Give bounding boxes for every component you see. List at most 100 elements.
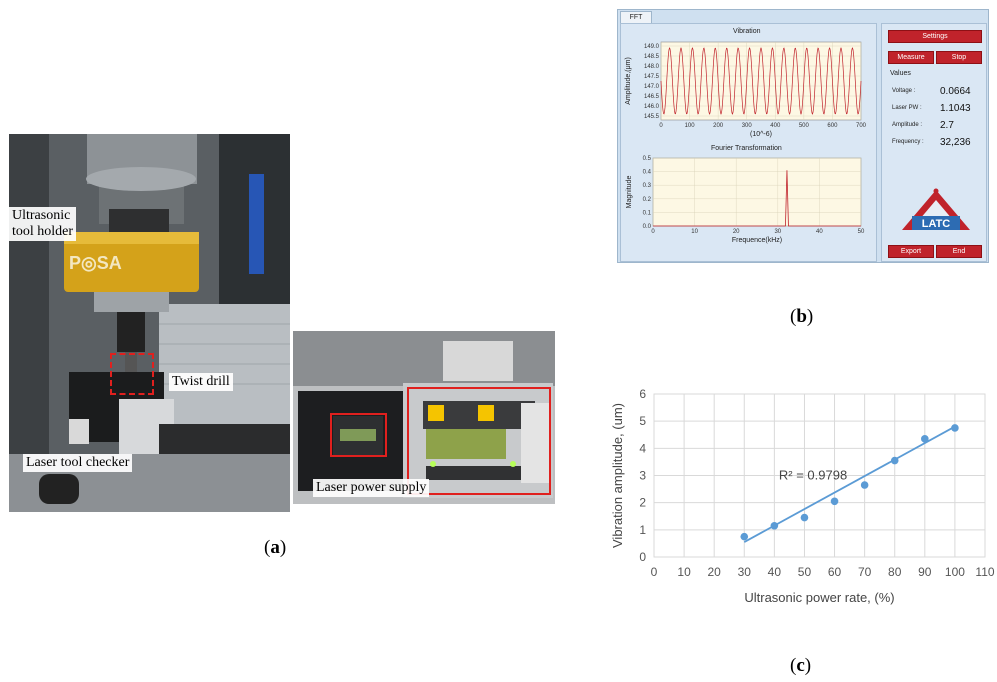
scatter-xtick: 90: [918, 565, 932, 579]
scatter-point: [740, 532, 749, 541]
vibration-ytick: 147.5: [644, 74, 660, 80]
vibration-xtick: 300: [742, 123, 753, 129]
machine-photo-illustration: P◎SA: [9, 134, 290, 512]
caption-a-open: (: [264, 537, 271, 558]
caption-c-open: (: [790, 655, 797, 676]
value-label: Voltage :: [892, 88, 916, 94]
power-supply-illustration: [293, 331, 555, 504]
machine-photo: P◎SA Ultrasonic tool holder Twist drill …: [9, 134, 290, 512]
panel-highlight-large: [407, 387, 551, 495]
r-squared-annotation: R² = 0.9798: [779, 468, 847, 483]
caption-c-close: ): [804, 655, 812, 676]
fourier-ytick: 0.3: [643, 183, 652, 189]
export-button[interactable]: Export: [888, 245, 934, 258]
scatter-xtick: 60: [828, 565, 842, 579]
fourier-xtick: 50: [858, 229, 865, 235]
vibration-ylabel: Amplitude,(μm): [625, 57, 632, 105]
svg-text:P◎SA: P◎SA: [69, 253, 122, 273]
caption-a-close: ): [279, 537, 287, 558]
fourier-ytick: 0.4: [643, 170, 652, 176]
scatter-xtick: 10: [677, 565, 691, 579]
fourier-xtick: 10: [691, 229, 698, 235]
fourier-plot: 0.5 0.4 0.3 0.2 0.1 0.00 10 20 30 40 50 Frequence(k…: [626, 156, 865, 244]
fourier-xtick: 30: [774, 229, 781, 235]
caption-c-letter: c: [796, 655, 805, 676]
caption-b-open: (: [790, 306, 797, 327]
vibration-title: Vibration: [733, 28, 761, 35]
tool-holder-label-line1: Ultrasonic: [12, 208, 71, 223]
vibration-xtick: 400: [770, 123, 781, 129]
value-label: Frequency :: [892, 139, 924, 145]
fourier-ytick: 0.0: [643, 224, 652, 230]
vibration-xtick: 200: [713, 123, 724, 129]
twist-drill-label: Twist drill: [169, 373, 233, 391]
fourier-ylabel: Magnitude: [626, 176, 633, 209]
scatter-point: [830, 497, 839, 506]
scatter-ytick: 0: [639, 550, 646, 564]
caption-b-letter: b: [796, 306, 807, 327]
vibration-plot-area: [660, 41, 862, 121]
laser-power-supply-label: Laser power supply: [313, 479, 430, 497]
fourier-xtick: 0: [651, 229, 655, 235]
fourier-xlabel: Frequence(kHz): [732, 237, 782, 244]
caption-a-letter: a: [270, 537, 280, 558]
scatter-point: [890, 456, 899, 465]
settings-button[interactable]: Settings: [888, 30, 982, 43]
fourier-xtick: 20: [733, 229, 740, 235]
fourier-title: Fourier Transformation: [711, 145, 782, 152]
tab-fft[interactable]: FFT: [620, 11, 652, 24]
twist-drill-highlight: [110, 353, 154, 395]
value-label: Laser PW :: [892, 105, 922, 111]
caption-c: (c): [790, 655, 811, 677]
scatter-xtick: 0: [651, 565, 658, 579]
scatter-xlabel: Ultrasonic power rate, (%): [744, 590, 894, 605]
trendline: [743, 425, 956, 543]
scatter-point: [800, 513, 809, 522]
fft-app-window: FFT Vibration 149.0 148.5 148.0 147.5 147.0 1…: [617, 9, 989, 263]
scatter-xtick: 80: [888, 565, 902, 579]
scatter-ylabel: Vibration amplitude, (um): [610, 403, 625, 548]
value-label: Amplitude :: [892, 122, 923, 128]
value-reading: 1.1043: [940, 103, 971, 114]
fourier-xtick: 40: [816, 229, 823, 235]
vibration-plot: 149.0 148.5 148.0 147.5 147.0 146.5 146.0 145.5…: [625, 41, 867, 138]
scatter-ytick: 3: [639, 469, 646, 483]
scatter-ytick: 1: [639, 523, 646, 537]
scatter-xtick: 100: [945, 565, 965, 579]
scatter-point: [951, 424, 959, 432]
vibration-xtick: 500: [799, 123, 810, 129]
stop-button[interactable]: Stop: [936, 51, 982, 64]
fourier-ytick: 0.1: [643, 210, 652, 216]
scatter-xtick: 20: [708, 565, 722, 579]
vibration-ytick: 149.0: [644, 44, 660, 50]
caption-b-close: ): [806, 306, 814, 327]
scatter-xtick: 50: [798, 565, 812, 579]
vibration-ytick: 146.0: [644, 104, 660, 110]
vibration-ytick: 145.5: [644, 114, 660, 120]
vibration-xtick: 600: [827, 123, 838, 129]
tool-holder-label-line2: tool holder: [12, 224, 74, 239]
fourier-ytick: 0.2: [643, 197, 652, 203]
controls-panel: Settings Measure Stop Values Voltage : 0.…: [881, 23, 987, 262]
value-reading: 2.7: [940, 120, 954, 131]
measure-button[interactable]: Measure: [888, 51, 934, 64]
vibration-signal-line: [660, 47, 862, 115]
laser-tool-checker-label: Laser tool checker: [23, 454, 133, 472]
scatter-ytick: 2: [639, 496, 646, 510]
vibration-ytick: 147.0: [644, 84, 660, 90]
scatter-ytick: 5: [639, 414, 646, 428]
scatter-point: [921, 435, 929, 443]
vibration-ytick: 146.5: [644, 94, 660, 100]
scatter-xtick: 110: [975, 565, 994, 579]
values-heading: Values: [890, 70, 911, 77]
tool-holder-label: Ultrasonic tool holder: [9, 207, 77, 241]
fourier-ytick: 0.5: [643, 156, 652, 162]
end-button[interactable]: End: [936, 245, 982, 258]
latc-logo: LATC: [902, 188, 970, 230]
caption-a: (a): [264, 537, 286, 559]
scatter-xtick: 70: [858, 565, 872, 579]
scatter-ytick: 6: [639, 387, 646, 401]
vibration-xtick: 100: [685, 123, 696, 129]
caption-b: (b): [790, 306, 813, 328]
